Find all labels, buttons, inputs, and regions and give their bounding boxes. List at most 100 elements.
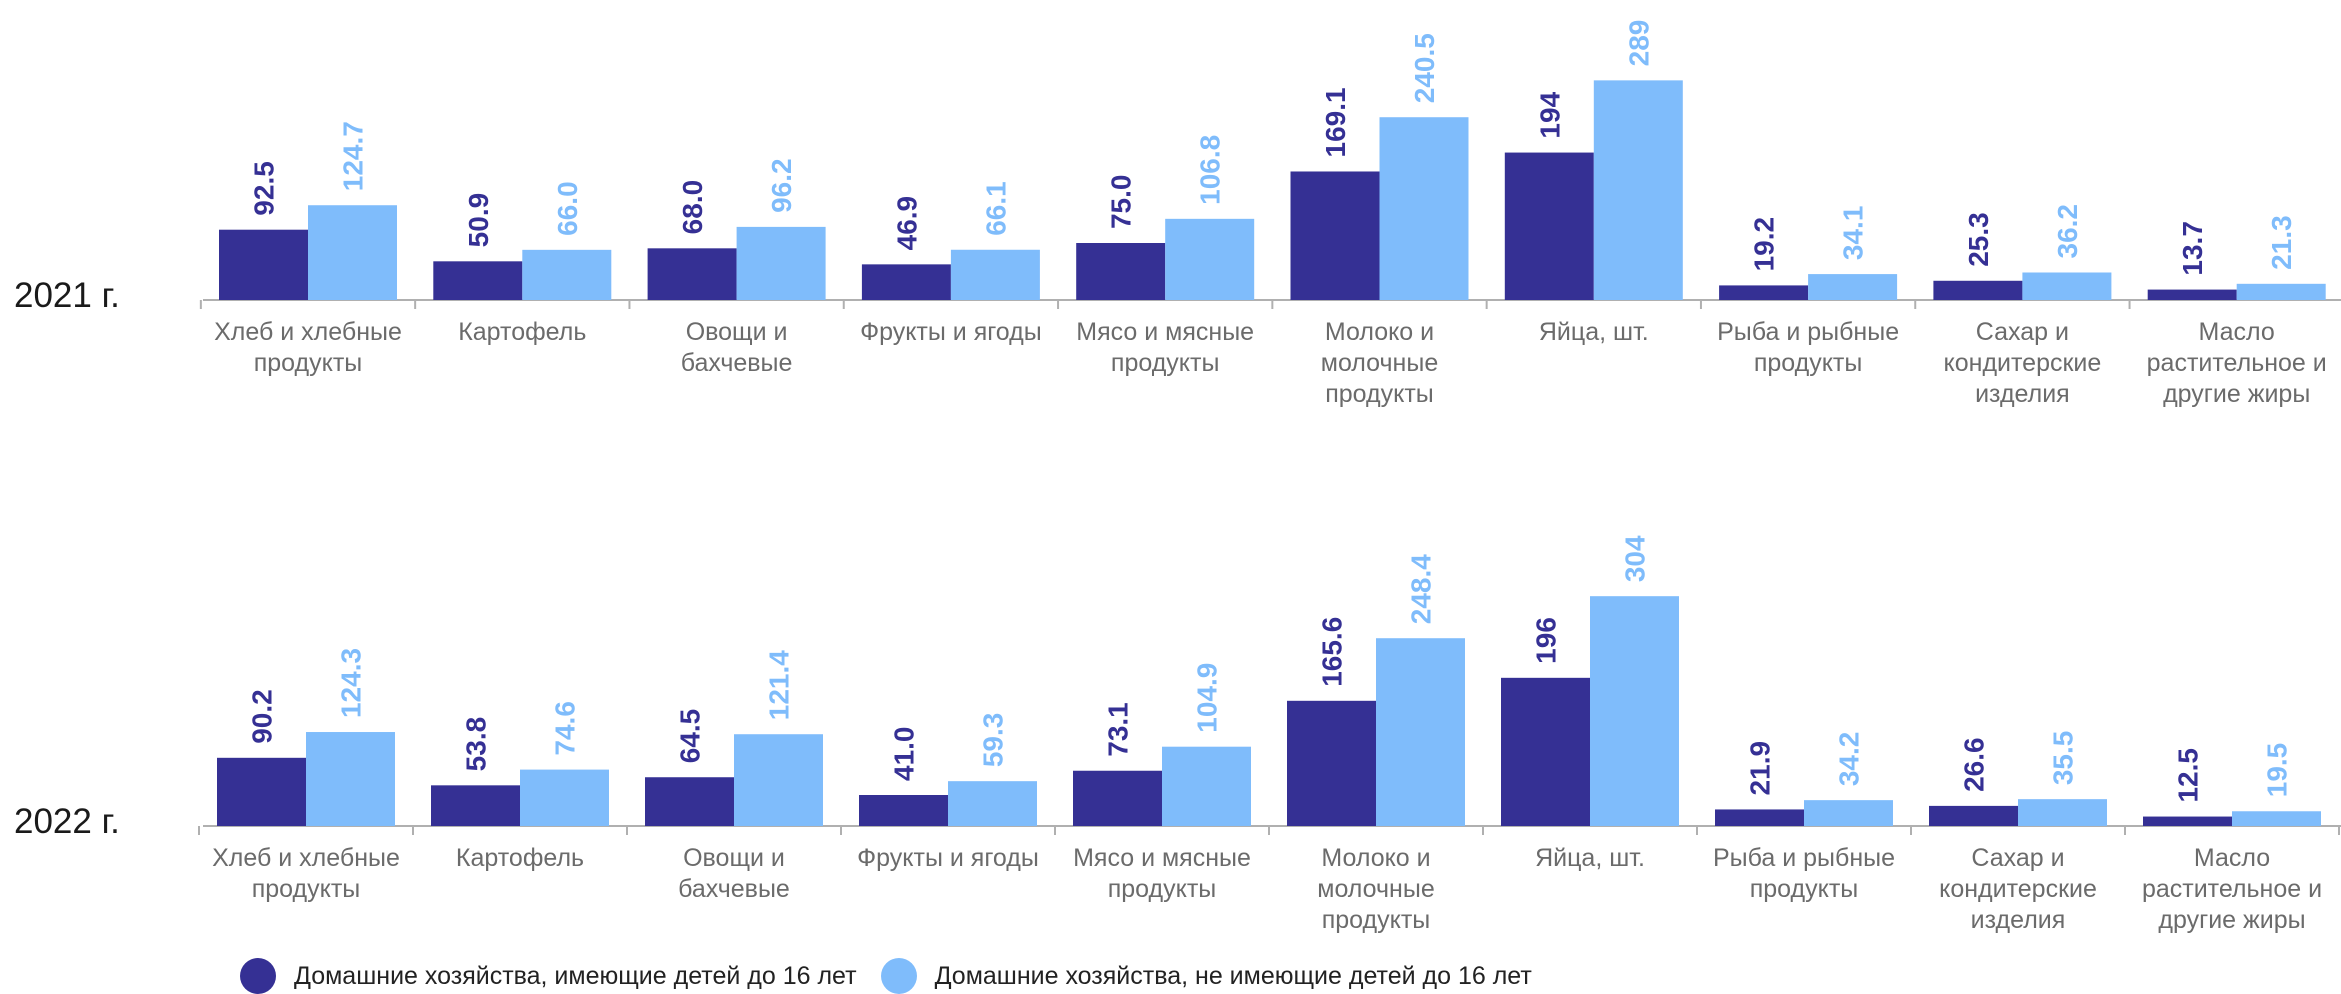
category-label-line: Рыба и рыбные: [1713, 844, 1895, 872]
data-label: 59.3: [978, 713, 1009, 768]
category-label-line: Картофель: [458, 318, 586, 346]
data-label: 124.3: [336, 648, 367, 718]
category-label-line: кондитерские: [1944, 349, 2102, 377]
category-label-line: растительное и: [2147, 349, 2327, 377]
category-label-line: Хлеб и хлебные: [214, 318, 402, 346]
category-label-line: Яйца, шт.: [1539, 318, 1649, 346]
data-label: 289: [1623, 20, 1654, 67]
data-label: 19.5: [2262, 743, 2293, 798]
data-label: 53.8: [461, 717, 492, 772]
bar: [1504, 152, 1594, 300]
bar: [1073, 770, 1162, 826]
category-label-line: бахчевые: [678, 875, 790, 903]
category-label-line: продукты: [1111, 349, 1220, 377]
bar: [2022, 272, 2112, 300]
bar: [217, 757, 306, 826]
category-label-line: Фрукты и ягоды: [860, 318, 1042, 346]
bar: [308, 205, 397, 300]
category-label-line: Овощи и: [686, 318, 788, 346]
bar: [948, 781, 1037, 826]
category-label-line: продукты: [1322, 906, 1431, 934]
category-label-line: другие жиры: [2158, 906, 2305, 934]
bar: [219, 229, 308, 300]
data-label: 21.9: [1745, 741, 1776, 796]
bar: [1715, 809, 1804, 826]
bar: [645, 777, 734, 826]
data-label: 196: [1531, 617, 1562, 664]
data-label: 169.1: [1320, 87, 1351, 157]
category-label: Фрукты и ягоды: [860, 318, 1042, 346]
category-label-line: молочные: [1321, 349, 1438, 377]
data-label: 92.5: [249, 161, 280, 216]
legend-item-without-children: Домашние хозяйства, не имеющие детей до …: [880, 958, 1532, 994]
legend-label-series2: Домашние хозяйства, не имеющие детей до …: [934, 961, 1532, 990]
panel-year-label: 2021 г.: [14, 276, 120, 315]
bar: [950, 249, 1040, 300]
category-label-line: Мясо и мясные: [1073, 844, 1251, 872]
category-label-line: Картофель: [456, 844, 584, 872]
panel-year-label: 2022 г.: [14, 802, 120, 841]
category-label: Сахар и кондитерские изделия: [1944, 318, 2102, 408]
data-label: 240.5: [1409, 33, 1440, 103]
category-label-line: кондитерские: [1939, 875, 2097, 903]
category-label-line: продукты: [1108, 875, 1217, 903]
data-label: 304: [1620, 535, 1651, 582]
category-label: Хлеб и хлебные продукты: [214, 318, 402, 377]
data-label: 66.0: [552, 181, 583, 236]
category-label-line: изделия: [1975, 380, 2070, 408]
data-label: 34.1: [1838, 206, 1869, 261]
category-label: Овощи и бахчевые: [678, 844, 790, 903]
category-label-line: растительное и: [2142, 875, 2322, 903]
data-label: 194: [1534, 91, 1565, 138]
bar: [431, 785, 520, 826]
category-label-line: молочные: [1317, 875, 1434, 903]
bar: [1287, 700, 1376, 826]
bar: [1590, 596, 1679, 826]
legend: Домашние хозяйства, имеющие детей до 16 …: [240, 958, 1556, 994]
bar: [2147, 289, 2237, 300]
category-label: Молоко и молочные продукты: [1321, 318, 1438, 408]
bar: [1076, 243, 1166, 300]
category-label: Фрукты и ягоды: [857, 844, 1039, 872]
legend-label-series1: Домашние хозяйства, имеющие детей до 16 …: [294, 961, 857, 990]
category-label-line: другие жиры: [2163, 380, 2310, 408]
category-label-line: Мясо и мясные: [1076, 318, 1254, 346]
category-label-line: изделия: [1971, 906, 2066, 934]
category-label-line: Сахар и: [1971, 844, 2064, 872]
bar: [647, 248, 737, 300]
bar: [859, 795, 948, 826]
category-label: Молоко и молочные продукты: [1317, 844, 1434, 934]
data-label: 121.4: [764, 650, 795, 720]
category-label-line: Масло: [2194, 844, 2270, 872]
category-label-line: Рыба и рыбные: [1717, 318, 1899, 346]
legend-marker-series2: [880, 958, 917, 994]
bar: [1804, 800, 1893, 826]
data-label: 248.4: [1406, 554, 1437, 624]
category-label-line: продукты: [254, 349, 363, 377]
category-label-line: Молоко и: [1321, 844, 1430, 872]
category-label: Мясо и мясные продукты: [1073, 844, 1251, 903]
category-label: Мясо и мясные продукты: [1076, 318, 1254, 377]
category-label: Овощи и бахчевые: [681, 318, 793, 377]
data-label: 25.3: [1963, 212, 1994, 267]
data-label: 75.0: [1106, 175, 1137, 230]
data-label: 74.6: [550, 701, 581, 756]
bar: [306, 732, 395, 826]
data-label: 35.5: [2048, 731, 2079, 786]
bar: [1290, 171, 1380, 300]
category-label: Рыба и рыбные продукты: [1713, 844, 1895, 903]
category-label-line: бахчевые: [681, 349, 793, 377]
data-label: 90.2: [247, 689, 278, 744]
bar: [1929, 805, 2018, 826]
category-label-line: продукты: [1754, 349, 1863, 377]
data-label: 50.9: [463, 193, 494, 248]
data-label: 12.5: [2173, 748, 2204, 803]
bar: [736, 226, 826, 300]
data-label: 21.3: [2266, 215, 2297, 270]
category-label: Хлеб и хлебные продукты: [212, 844, 400, 903]
bar: [522, 249, 612, 300]
bar: [2232, 811, 2321, 826]
data-label: 104.9: [1192, 663, 1223, 733]
data-label: 46.9: [891, 196, 922, 251]
